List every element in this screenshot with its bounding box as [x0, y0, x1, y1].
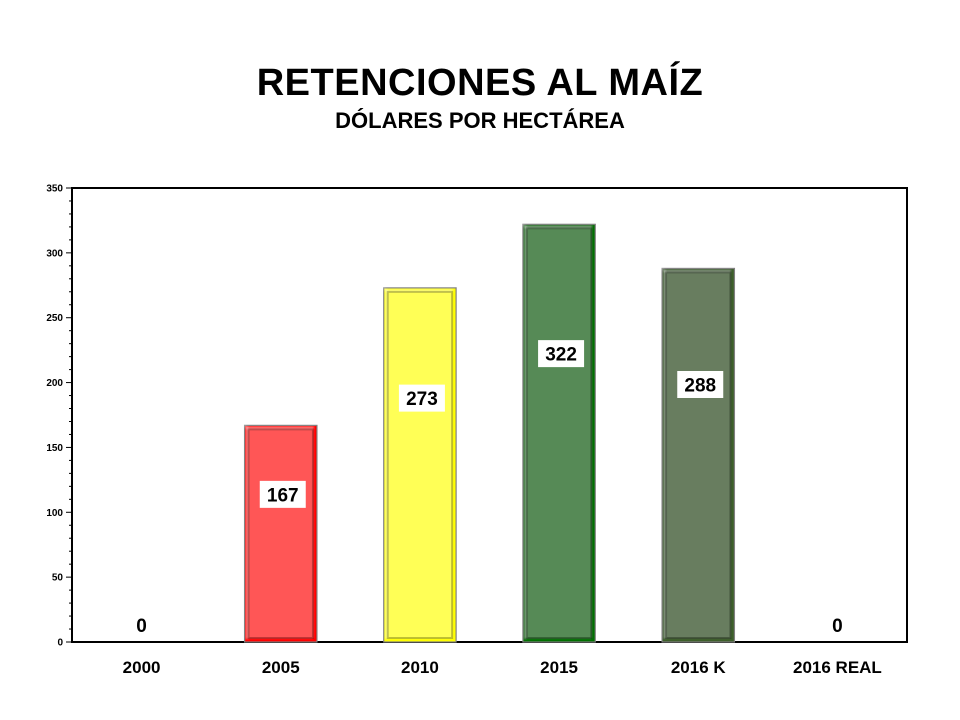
- data-label: 167: [267, 485, 299, 506]
- y-tick-label: 200: [46, 378, 63, 389]
- data-label-box: [677, 370, 724, 398]
- data-label: 0: [136, 616, 147, 637]
- bar-bevel: [665, 271, 732, 639]
- x-category-label: 2010: [401, 658, 439, 677]
- data-label-box: [259, 480, 306, 508]
- bar-bevel: [247, 428, 314, 639]
- data-label: 273: [406, 389, 438, 410]
- x-category-label: 2016 REAL: [793, 658, 882, 677]
- x-category-label: 2016 K: [671, 658, 727, 677]
- y-tick-label: 300: [46, 248, 63, 259]
- bar: [243, 424, 318, 643]
- data-label: 0: [832, 616, 843, 637]
- bar-bevel: [386, 290, 454, 639]
- y-tick-label: 0: [57, 638, 63, 649]
- data-label-box: [398, 384, 445, 412]
- y-tick-label: 50: [52, 573, 64, 584]
- bar: [522, 223, 596, 643]
- bar-bevel: [525, 227, 593, 639]
- plot-area: [71, 187, 908, 643]
- y-tick-label: 150: [46, 443, 63, 454]
- bar: [383, 287, 457, 643]
- x-category-label: 2000: [123, 658, 161, 677]
- x-category-label: 2005: [262, 658, 300, 677]
- y-tick-label: 250: [46, 313, 63, 324]
- x-category-label: 2015: [540, 658, 578, 677]
- data-label: 322: [545, 345, 577, 366]
- data-label: 288: [684, 375, 716, 396]
- bar: [661, 267, 736, 643]
- chart-subtitle: DÓLARES POR HECTÁREA: [335, 108, 625, 133]
- data-label-box: [538, 340, 585, 368]
- y-tick-label: 350: [46, 184, 63, 195]
- chart-title: RETENCIONES AL MAÍZ: [256, 62, 704, 104]
- y-tick-label: 100: [46, 508, 63, 519]
